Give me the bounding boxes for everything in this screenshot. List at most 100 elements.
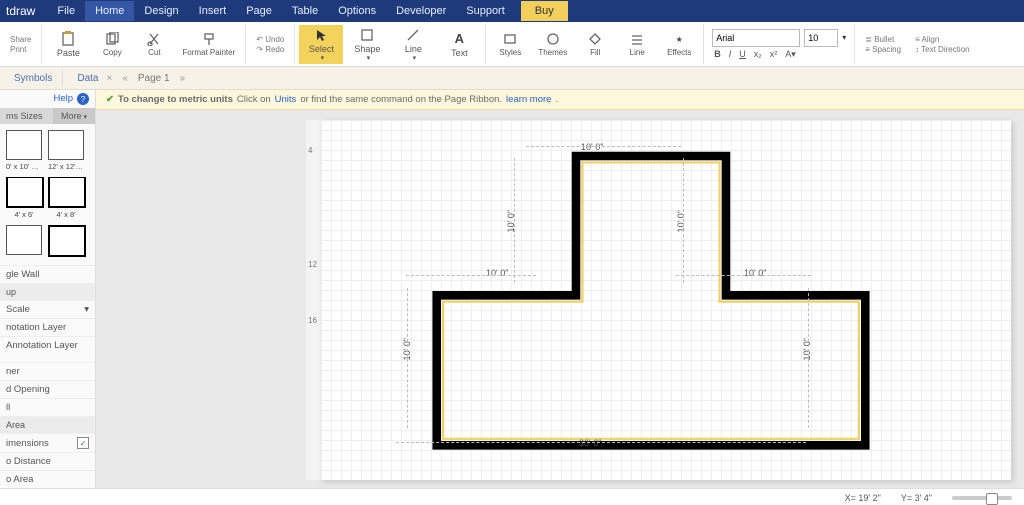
- paste-button[interactable]: Paste: [46, 29, 90, 60]
- styles-icon: [502, 31, 518, 47]
- canvas-area[interactable]: 4 12 16 10' 0" 10' 0" 10' 0" 10' 0" 10' …: [96, 110, 1024, 488]
- copy-button[interactable]: Copy: [92, 29, 132, 59]
- sb-item-notation-layer[interactable]: notation Layer: [0, 318, 95, 336]
- ruler-vertical: 4 12 16: [306, 120, 322, 480]
- menu-support[interactable]: Support: [456, 1, 515, 21]
- share-button[interactable]: Share: [10, 35, 31, 44]
- sb-item-scale[interactable]: Scale▾: [0, 300, 95, 318]
- zoom-slider[interactable]: [952, 496, 1012, 500]
- sb-item-opening[interactable]: d Opening: [0, 380, 95, 398]
- font-name-select[interactable]: [712, 29, 800, 47]
- font-format-row: B I U x₂ x² A▾: [712, 49, 846, 60]
- effects-icon: ★: [671, 31, 687, 47]
- dim-bottom: 30' 0": [579, 438, 601, 448]
- sb-item-single-wall[interactable]: gle Wall: [0, 265, 95, 283]
- line-style-button[interactable]: Line: [617, 29, 657, 59]
- line-style-icon: [629, 31, 645, 47]
- info-units-link[interactable]: Units: [275, 94, 297, 105]
- format-painter-icon: [201, 31, 217, 47]
- help-icon[interactable]: ?: [77, 93, 89, 105]
- themes-icon: [545, 31, 561, 47]
- cut-icon: [146, 31, 162, 47]
- underline-button[interactable]: U: [739, 49, 746, 59]
- fill-button[interactable]: Fill: [575, 29, 615, 59]
- bold-button[interactable]: B: [714, 49, 721, 59]
- sb-item-area[interactable]: Area: [0, 416, 95, 433]
- thumb-room-2[interactable]: 4' x 6': [6, 177, 42, 219]
- tab-prev-button[interactable]: «: [116, 73, 134, 84]
- align-button[interactable]: ≡ Align: [915, 35, 970, 44]
- text-tool-button[interactable]: A Text: [437, 29, 481, 60]
- sb-item-to-distance[interactable]: o Distance: [0, 452, 95, 470]
- copy-icon: [104, 31, 120, 47]
- text-direction-button[interactable]: ↕ Text Direction: [915, 45, 970, 54]
- thumb-room-5[interactable]: [48, 225, 84, 259]
- line-icon: [405, 27, 421, 43]
- print-button[interactable]: Print: [10, 45, 31, 54]
- fill-icon: [587, 31, 603, 47]
- menu-home[interactable]: Home: [85, 1, 134, 21]
- sb-item-corner[interactable]: ner: [0, 362, 95, 380]
- cut-button[interactable]: Cut: [134, 29, 174, 59]
- dim-left-notch: 10' 0": [486, 268, 508, 278]
- undo-button[interactable]: ↶ Undo: [256, 35, 284, 44]
- redo-button[interactable]: ↷ Redo: [256, 45, 284, 54]
- format-painter-button[interactable]: Format Painter: [176, 29, 241, 59]
- menu-table[interactable]: Table: [282, 1, 328, 21]
- sb-item-group[interactable]: up: [0, 283, 95, 300]
- effects-button[interactable]: ★ Effects: [659, 29, 699, 59]
- app-logo-text: tdraw: [6, 4, 35, 18]
- dim-right-upper: 10' 0": [676, 210, 686, 232]
- tab-close-icon[interactable]: ×: [106, 73, 112, 84]
- styles-button[interactable]: Styles: [490, 29, 530, 59]
- tab-data[interactable]: Data: [67, 70, 108, 87]
- sb-item-to-area[interactable]: o Area: [0, 470, 95, 488]
- shape-tool-button[interactable]: Shape: [345, 25, 389, 64]
- subscript-button[interactable]: x₂: [754, 49, 762, 59]
- menu-insert[interactable]: Insert: [189, 1, 237, 21]
- menu-design[interactable]: Design: [134, 1, 188, 21]
- tab-next-button[interactable]: »: [174, 73, 192, 84]
- floor-plan-shape[interactable]: [386, 156, 916, 456]
- sidebar-section-header: ms Sizes More: [0, 108, 95, 124]
- dim-right-notch: 10' 0": [744, 268, 766, 278]
- paste-icon: [60, 31, 76, 47]
- italic-button[interactable]: I: [729, 49, 732, 59]
- ribbon: Share Print Paste Copy Cut Format Painte…: [0, 22, 1024, 67]
- font-color-button[interactable]: A▾: [785, 49, 796, 60]
- thumb-room-0[interactable]: 0' x 10' Sta...: [6, 130, 42, 171]
- font-size-select[interactable]: [804, 29, 838, 47]
- menu-file[interactable]: File: [47, 1, 85, 21]
- tab-symbols[interactable]: Symbols: [4, 70, 63, 87]
- thumb-room-3[interactable]: 4' x 8': [48, 177, 84, 219]
- tab-page-1[interactable]: Page 1: [138, 73, 170, 84]
- status-bar: X= 19' 2" Y= 3' 4": [0, 488, 1024, 505]
- sb-item-annotation-layer[interactable]: Annotation Layer: [0, 336, 95, 354]
- superscript-button[interactable]: x²: [770, 49, 778, 59]
- menu-page[interactable]: Page: [236, 1, 282, 21]
- menu-developer[interactable]: Developer: [386, 1, 456, 21]
- status-x: X= 19' 2": [845, 493, 881, 503]
- sb-item-wall[interactable]: ll: [0, 398, 95, 416]
- shape-icon: [359, 27, 375, 43]
- dimensions-checkbox[interactable]: ✓: [77, 437, 89, 449]
- info-check-icon: ✔: [106, 94, 114, 105]
- spacing-button[interactable]: ≡ Spacing: [865, 45, 901, 54]
- select-tool-button[interactable]: Select: [299, 25, 343, 64]
- themes-button[interactable]: Themes: [532, 29, 573, 59]
- sb-item-dimensions[interactable]: imensions✓: [0, 433, 95, 452]
- text-icon: A: [451, 31, 467, 47]
- dim-right-lower: 10' 0": [802, 338, 812, 360]
- line-tool-button[interactable]: Line: [391, 25, 435, 64]
- info-lead: To change to metric units: [118, 94, 233, 105]
- status-y: Y= 3' 4": [901, 493, 932, 503]
- sidebar-more-button[interactable]: More: [53, 108, 95, 124]
- buy-button[interactable]: Buy: [521, 1, 568, 21]
- help-link[interactable]: Help: [53, 93, 73, 105]
- menu-options[interactable]: Options: [328, 1, 386, 21]
- thumb-room-4[interactable]: [6, 225, 42, 259]
- thumb-room-1[interactable]: 12' x 12' Sta...: [48, 130, 84, 171]
- info-learn-more-link[interactable]: learn more: [506, 94, 551, 105]
- bullet-button[interactable]: ≣ Bullet: [865, 35, 901, 44]
- symbols-sidebar: Help ? ms Sizes More 0' x 10' Sta... 12'…: [0, 90, 96, 488]
